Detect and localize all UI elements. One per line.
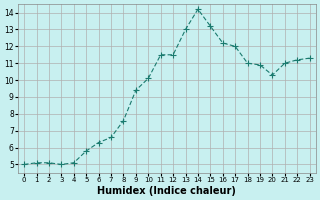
X-axis label: Humidex (Indice chaleur): Humidex (Indice chaleur) [98,186,236,196]
